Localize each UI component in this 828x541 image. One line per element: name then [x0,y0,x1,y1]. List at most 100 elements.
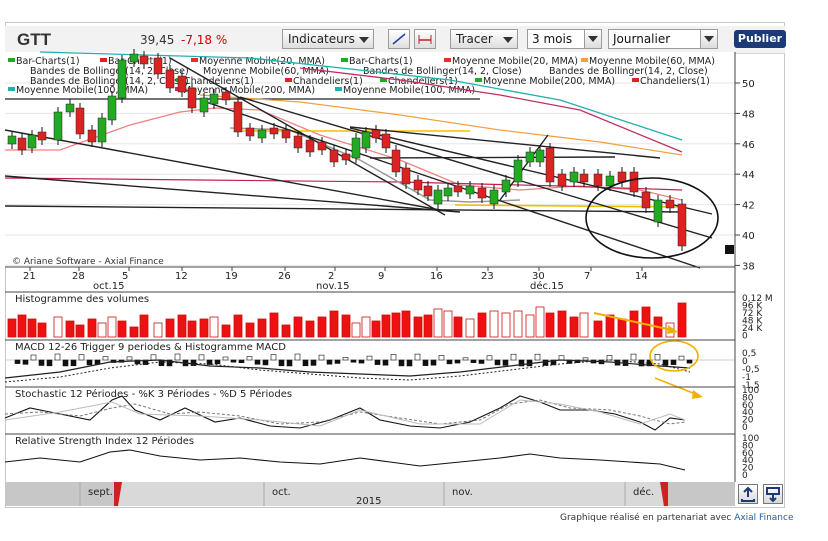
macd-axis: 0,50-0,5-1-1,5 [742,349,760,391]
rsi-tick-label: 60 [742,449,754,459]
volume-bar [187,320,197,338]
bearish-candle [269,127,279,135]
draw-dropdown[interactable]: Tracer [450,29,518,49]
period-select[interactable]: 3 mois [527,29,602,49]
volume-bar [535,306,545,338]
legend-swatch [191,58,198,62]
interval-value: Journalier [613,32,671,46]
macd-histogram-bar [86,359,93,366]
price-tick-label: 40 [742,231,755,242]
horizontal-line-tool-button[interactable] [414,29,436,49]
price-tick-label: 44 [742,170,755,181]
interval-select[interactable]: Journalier [608,29,718,49]
price-axis: 50 48 46 44 42 40 38 [735,79,755,272]
volume-bar [177,314,187,338]
volume-annotation-arrow [593,312,678,334]
volume-bar [153,322,163,338]
bearish-candle [401,167,411,185]
candlesticks [7,49,687,251]
legend-swatch [444,58,451,62]
volume-bar [351,322,361,338]
navigator-month-label: nov. [452,487,473,498]
macd-indicator [4,353,735,383]
bullish-candle [489,189,499,205]
macd-histogram-bar [262,359,269,366]
volume-bar [317,316,327,338]
rsi-tick-label: 20 [742,464,754,474]
navigator-left-handle[interactable] [114,482,122,506]
volume-bar [569,316,579,338]
bearish-candle [557,173,567,187]
main-plot-area[interactable] [5,52,735,267]
bullish-candle [443,187,453,197]
credit-line: Graphique réalisé en partenariat avec Ax… [560,513,793,523]
rsi-tick-label: 80 [742,441,754,451]
bearish-candle [453,185,463,193]
volume-title: Histogramme des volumes [15,294,149,305]
ma60-line [199,94,683,156]
bearish-candle [413,179,423,191]
volume-bar [557,310,567,338]
credit-link[interactable]: Axial Finance [734,513,794,523]
macd-tick-label: -1 [742,373,751,383]
bearish-candle [329,149,339,163]
export-button[interactable] [738,484,758,504]
macd-annotation-arrow [654,377,703,399]
macd-tick-label: 0,5 [742,349,756,359]
date-tick-label: 12 [175,271,188,282]
fullscreen-button[interactable] [763,484,783,504]
macd-histogram-bar [654,354,661,361]
volume-bar [371,320,381,338]
macd-histogram-bar [38,359,45,366]
macd-histogram-bar [174,353,181,361]
macd-histogram-bar [150,354,157,361]
bearish-candle [391,149,401,173]
bullish-candle [97,117,107,143]
volume-bar [305,320,315,338]
volume-bar [433,308,443,338]
indicators-dropdown[interactable]: Indicateurs [282,29,374,49]
publish-button[interactable]: Publier [734,30,786,48]
bullish-candle [257,129,267,139]
volume-bar [233,314,243,338]
trendline-tool-button[interactable] [388,29,410,49]
trendline [369,156,616,159]
macd-histogram-bar [294,353,301,361]
date-tick-label: 23 [481,271,494,282]
navigator-window[interactable] [118,482,663,506]
legend-entry: Moyenne Mobile(200, MMA) [483,76,615,87]
stochastic-tick-label: 0 [742,423,748,433]
date-tick-label: 7 [584,271,590,282]
volume-bar [489,310,499,338]
macd-histogram-bar [470,359,477,363]
volume-bar [75,324,85,338]
volume-histogram [7,302,687,338]
ma200-line [299,67,683,153]
trendline [349,127,713,215]
macd-histogram-bar [70,359,77,367]
macd-histogram-bar [398,359,405,367]
expand-icon [766,487,780,503]
bearish-candle [177,75,187,93]
volume-bar [7,318,17,338]
bullish-candle [569,171,579,183]
volume-bar [641,306,651,338]
macd-histogram-bar [358,359,365,364]
volume-tick-label: 72 K [742,309,763,319]
price-tick-label: 46 [742,140,755,151]
bullish-candle [199,97,209,113]
macd-histogram-bar [486,355,493,361]
rsi-indicator [4,449,686,471]
macd-histogram-bar [302,359,309,367]
macd-histogram-bar [54,353,61,361]
macd-histogram-bar [46,359,53,367]
volume-bar [677,302,687,338]
macd-histogram-bar [390,354,397,361]
navigator-right-handle[interactable] [660,482,668,506]
bullish-candle [209,93,219,105]
macd-histogram-bar [102,356,109,361]
macd-histogram-bar [326,359,333,365]
